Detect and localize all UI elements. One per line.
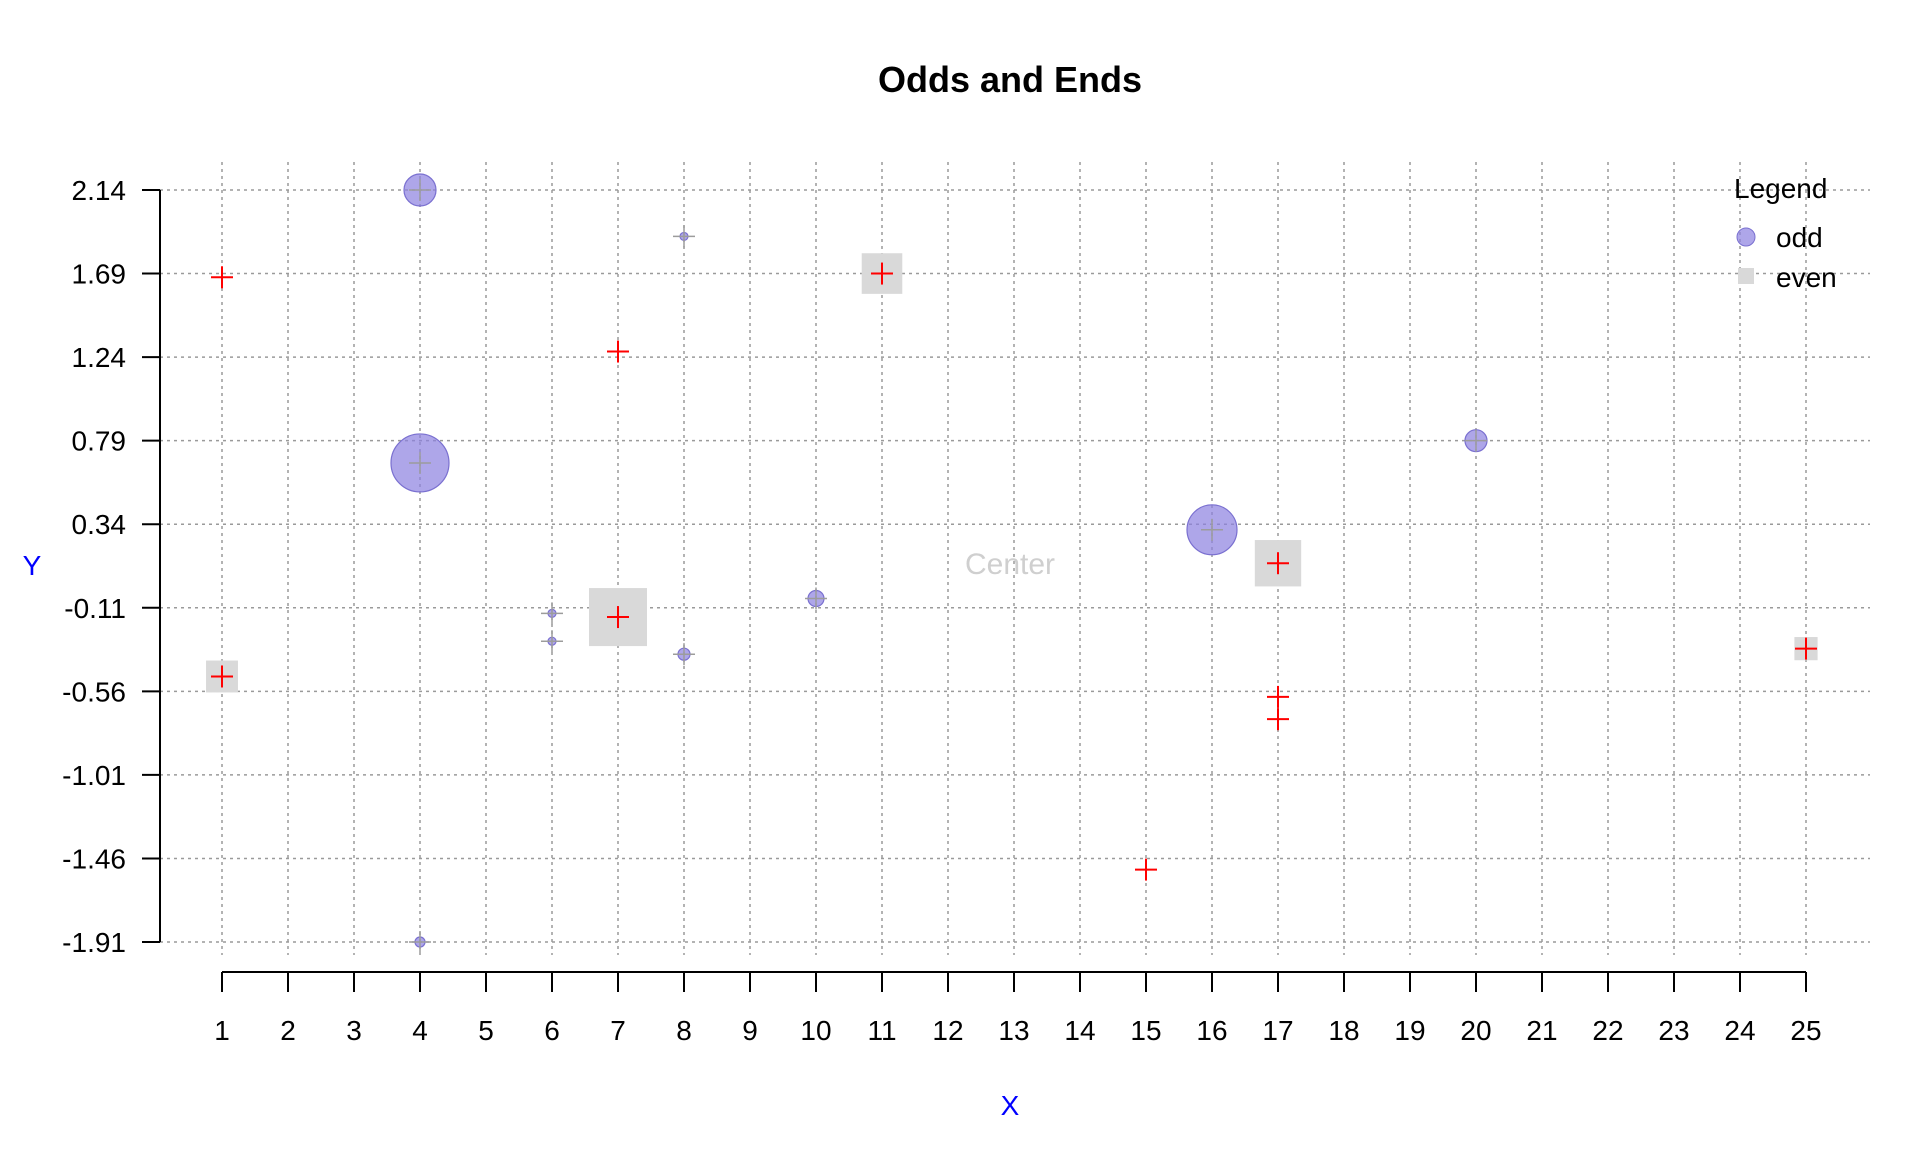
x-tick-label: 24 — [1724, 1015, 1755, 1046]
x-tick-label: 14 — [1064, 1015, 1095, 1046]
x-tick-label: 1 — [214, 1015, 230, 1046]
grid — [160, 162, 1870, 955]
x-axis-label: X — [1001, 1090, 1020, 1121]
x-tick-label: 9 — [742, 1015, 758, 1046]
cross-markers — [211, 262, 1817, 881]
y-tick-label: -1.01 — [62, 760, 126, 791]
y-tick-label: 0.34 — [72, 509, 127, 540]
x-tick-label: 6 — [544, 1015, 560, 1046]
legend-even-label: even — [1776, 262, 1837, 293]
x-tick-label: 5 — [478, 1015, 494, 1046]
y-tick-label: 1.69 — [72, 259, 127, 290]
y-tick-label: -0.11 — [64, 593, 126, 624]
legend-odd-label: odd — [1776, 222, 1823, 253]
x-tick-label: 20 — [1460, 1015, 1491, 1046]
chart-title: Odds and Ends — [878, 59, 1142, 100]
odd-series — [390, 173, 1488, 953]
x-tick-label: 10 — [800, 1015, 831, 1046]
x-tick-label: 4 — [412, 1015, 428, 1046]
x-tick-label: 19 — [1394, 1015, 1425, 1046]
x-tick-label: 3 — [346, 1015, 362, 1046]
x-tick-label: 21 — [1526, 1015, 1557, 1046]
legend-title: Legend — [1734, 173, 1827, 204]
x-tick-label: 13 — [998, 1015, 1029, 1046]
x-tick-label: 15 — [1130, 1015, 1161, 1046]
y-axis: 2.14 1.69 1.24 0.79 0.34 -0.11 -0.56 -1.01 -1.46… — [62, 175, 161, 958]
y-axis-label: Y — [23, 550, 42, 581]
legend-odd-marker — [1736, 227, 1756, 247]
y-tick-label: -0.56 — [62, 676, 126, 707]
x-axis: 1 2 3 4 5 6 7 8 9 10 11 12 13 14 15 16 17 18 19 20 21 22 23 24 2… — [214, 971, 1822, 1046]
x-tick-label: 16 — [1196, 1015, 1227, 1046]
x-tick-label: 23 — [1658, 1015, 1689, 1046]
y-tick-label: -1.46 — [62, 843, 126, 874]
x-tick-label: 8 — [676, 1015, 692, 1046]
x-tick-label: 22 — [1592, 1015, 1623, 1046]
y-tick-label: 2.14 — [72, 175, 127, 206]
x-tick-label: 7 — [610, 1015, 626, 1046]
center-annotation: Center — [965, 548, 1055, 581]
x-tick-label: 12 — [932, 1015, 963, 1046]
x-tick-label: 17 — [1262, 1015, 1293, 1046]
legend: Legend odd even — [1734, 173, 1837, 293]
y-tick-label: -1.91 — [62, 927, 126, 958]
y-tick-label: 1.24 — [72, 342, 127, 373]
x-tick-label: 2 — [280, 1015, 296, 1046]
legend-even-marker — [1738, 268, 1754, 284]
y-tick-label: 0.79 — [72, 426, 127, 457]
x-tick-label: 25 — [1790, 1015, 1821, 1046]
x-tick-label: 18 — [1328, 1015, 1359, 1046]
x-tick-label: 11 — [867, 1015, 896, 1046]
